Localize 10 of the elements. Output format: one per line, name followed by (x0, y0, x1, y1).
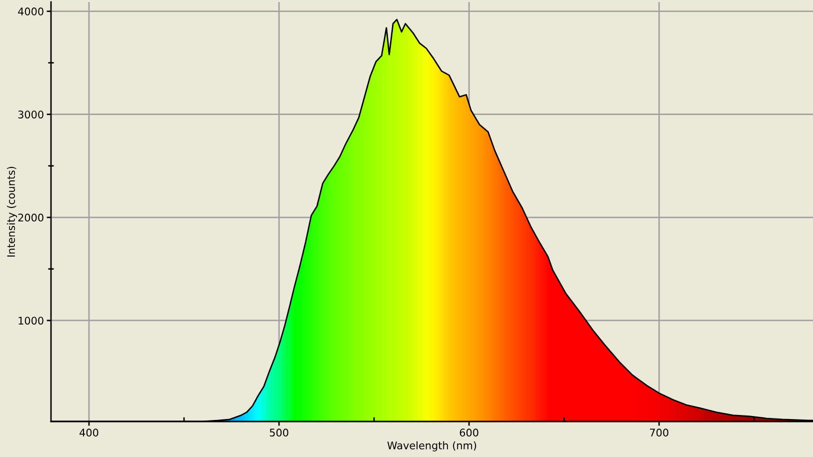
y-axis-title: Intensity (counts) (6, 166, 17, 257)
x-axis-title: Wavelength (nm) (387, 441, 476, 452)
x-tick-label: 600 (460, 428, 478, 437)
x-tick-label: 400 (80, 428, 98, 437)
y-tick-label: 3000 (18, 110, 44, 118)
y-tick-label: 1000 (18, 316, 44, 325)
y-tick-label: 2000 (18, 214, 44, 222)
y-tick-label: 4000 (18, 8, 44, 16)
x-tick-label: 500 (270, 428, 288, 437)
x-tick-label: 700 (650, 428, 668, 437)
